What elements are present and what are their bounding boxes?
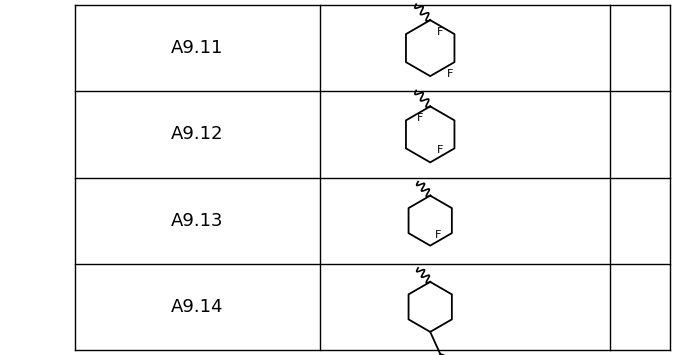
Text: A9.11: A9.11 [172,39,224,57]
Text: F: F [416,113,423,124]
Text: F: F [438,27,444,37]
Text: A9.12: A9.12 [172,125,224,143]
Text: F: F [438,146,444,155]
Text: A9.13: A9.13 [172,212,224,230]
Text: F: F [435,230,441,240]
Text: F: F [447,69,454,79]
Text: A9.14: A9.14 [172,298,224,316]
